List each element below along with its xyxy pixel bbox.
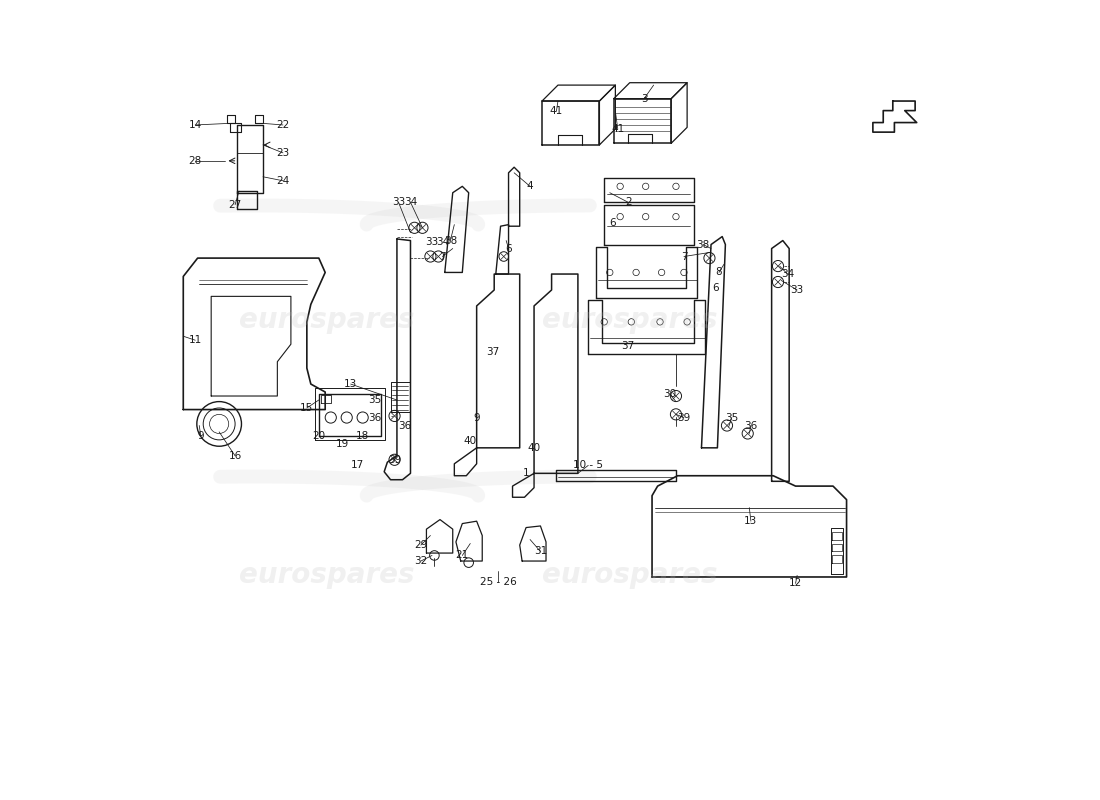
Text: 17: 17 bbox=[351, 460, 364, 470]
Text: 12: 12 bbox=[789, 578, 802, 588]
Text: 8: 8 bbox=[716, 267, 723, 278]
Text: 13: 13 bbox=[745, 516, 758, 526]
Text: 36: 36 bbox=[745, 421, 758, 430]
Text: 7: 7 bbox=[439, 251, 446, 262]
Text: 25 - 26: 25 - 26 bbox=[480, 577, 517, 586]
Text: 3: 3 bbox=[641, 94, 648, 104]
Text: eurospares: eurospares bbox=[542, 562, 717, 590]
Text: 38: 38 bbox=[696, 239, 710, 250]
Text: 36: 36 bbox=[368, 413, 382, 422]
Text: 24: 24 bbox=[276, 176, 289, 186]
Text: 9: 9 bbox=[198, 431, 205, 441]
Text: 40: 40 bbox=[464, 437, 476, 446]
Text: 19: 19 bbox=[337, 439, 350, 449]
Text: 14: 14 bbox=[188, 120, 202, 130]
Text: 36: 36 bbox=[398, 421, 411, 430]
Text: 39: 39 bbox=[388, 454, 401, 465]
Text: 2: 2 bbox=[625, 198, 631, 207]
Text: 15: 15 bbox=[300, 403, 313, 413]
Text: eurospares: eurospares bbox=[239, 306, 415, 334]
Text: 34: 34 bbox=[781, 269, 794, 279]
Text: 23: 23 bbox=[276, 148, 289, 158]
Text: 33: 33 bbox=[791, 285, 804, 295]
Text: 21: 21 bbox=[455, 550, 469, 561]
Text: 39: 39 bbox=[678, 413, 691, 422]
Text: eurospares: eurospares bbox=[542, 306, 717, 334]
Text: 22: 22 bbox=[276, 120, 289, 130]
Text: 16: 16 bbox=[229, 451, 242, 461]
Text: 35: 35 bbox=[725, 413, 738, 422]
Text: 33: 33 bbox=[392, 198, 405, 207]
Text: 6: 6 bbox=[713, 283, 719, 294]
Text: 35: 35 bbox=[368, 395, 382, 405]
Text: 20: 20 bbox=[312, 431, 326, 441]
Text: 34: 34 bbox=[436, 237, 449, 247]
Text: 31: 31 bbox=[534, 546, 547, 557]
Text: 37: 37 bbox=[621, 341, 635, 350]
Text: 40: 40 bbox=[528, 443, 540, 453]
Text: 33: 33 bbox=[426, 237, 439, 247]
Text: 13: 13 bbox=[344, 379, 358, 389]
Text: 1: 1 bbox=[522, 468, 529, 478]
Text: 29: 29 bbox=[415, 540, 428, 550]
Text: 41: 41 bbox=[612, 124, 625, 134]
Text: 4: 4 bbox=[527, 182, 534, 191]
Text: 30: 30 bbox=[663, 389, 676, 398]
Text: 10 - 5: 10 - 5 bbox=[573, 460, 603, 470]
Text: 34: 34 bbox=[404, 198, 417, 207]
Text: 18: 18 bbox=[356, 431, 370, 441]
Text: 32: 32 bbox=[415, 556, 428, 566]
Text: 6: 6 bbox=[609, 218, 616, 228]
Text: 38: 38 bbox=[443, 235, 456, 246]
Text: 9: 9 bbox=[473, 413, 480, 422]
Text: 27: 27 bbox=[229, 200, 242, 210]
Text: eurospares: eurospares bbox=[239, 562, 415, 590]
Text: 28: 28 bbox=[188, 156, 202, 166]
Text: 6: 6 bbox=[505, 243, 512, 254]
Text: 11: 11 bbox=[188, 335, 202, 346]
Text: 37: 37 bbox=[486, 347, 499, 357]
Text: 41: 41 bbox=[550, 106, 563, 117]
Text: 7: 7 bbox=[681, 251, 688, 262]
